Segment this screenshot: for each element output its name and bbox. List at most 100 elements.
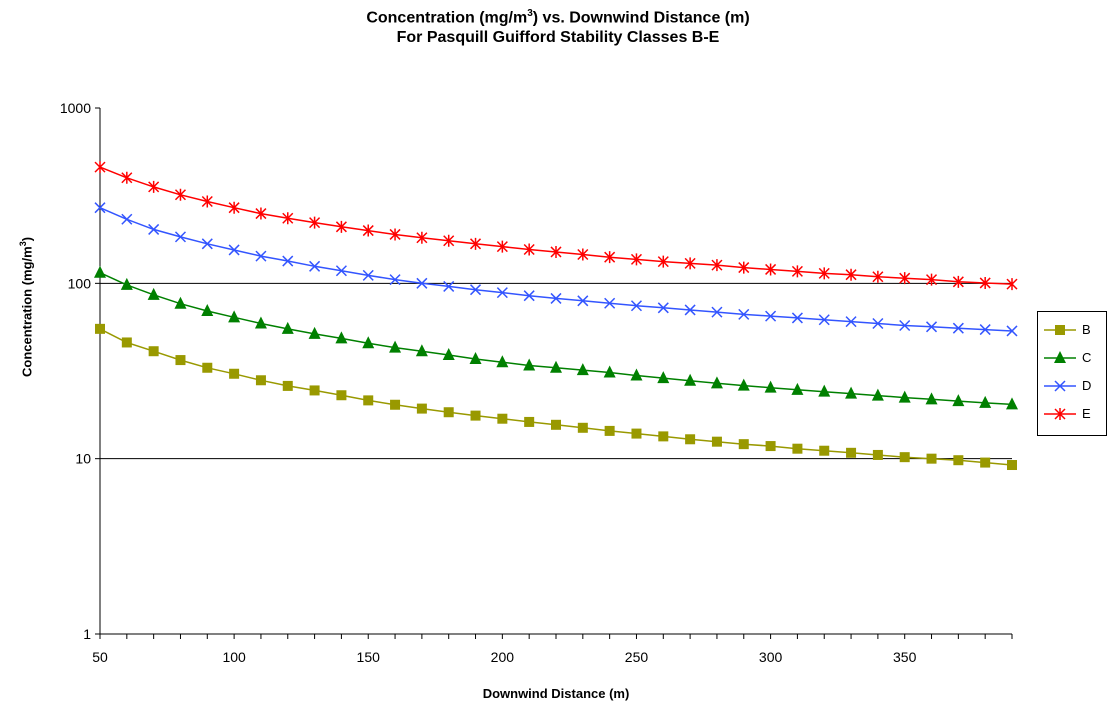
data-point-E — [765, 263, 777, 276]
y-tick-label: 1 — [83, 626, 91, 642]
data-point-C — [657, 371, 670, 384]
legend-label: C — [1082, 350, 1092, 365]
data-point-E — [657, 255, 669, 268]
data-point-B — [363, 395, 374, 406]
data-point-C — [576, 363, 589, 376]
data-point-C — [603, 365, 616, 378]
data-point-D — [899, 319, 911, 332]
data-point-B — [577, 422, 588, 433]
data-point-D — [657, 302, 669, 314]
data-point-D — [845, 316, 857, 328]
data-point-C — [898, 390, 911, 403]
data-point-C — [710, 376, 723, 389]
data-point-D — [309, 260, 321, 272]
data-point-E — [979, 276, 991, 289]
data-point-B — [121, 337, 132, 348]
data-point-C — [362, 336, 375, 349]
data-point-B — [336, 390, 347, 401]
data-point-D — [925, 321, 938, 333]
legend-label: B — [1082, 322, 1091, 337]
data-point-D — [416, 277, 428, 289]
series-line-E — [99, 166, 1013, 285]
data-point-E — [1006, 278, 1018, 291]
data-point-E — [496, 240, 508, 253]
data-point-B — [711, 436, 722, 447]
data-point-C — [684, 373, 697, 386]
data-point-B — [175, 355, 186, 366]
y-tick-label: 10 — [75, 451, 91, 467]
data-point-E — [791, 265, 803, 278]
data-point-D — [952, 322, 964, 334]
data-point-E — [228, 201, 240, 214]
data-point-D — [94, 202, 106, 214]
chart-subtitle: For Pasquill Guifford Stability Classes … — [396, 29, 720, 46]
data-point-B — [819, 445, 830, 456]
data-point-D — [738, 308, 750, 320]
data-point-E — [416, 231, 428, 244]
data-point-C — [550, 360, 562, 373]
data-point-C — [389, 340, 402, 353]
data-point-E — [630, 253, 643, 266]
legend-label: D — [1082, 378, 1092, 393]
legend-marker — [1054, 408, 1066, 420]
data-point-C — [1006, 397, 1018, 410]
x-tick-label: 350 — [893, 649, 917, 665]
data-point-D — [121, 213, 133, 225]
data-point-C — [737, 378, 750, 391]
series-E — [94, 161, 1018, 291]
data-point-D — [684, 304, 696, 316]
data-point-D — [443, 280, 455, 292]
data-point-B — [846, 447, 857, 458]
data-point-E — [577, 248, 589, 261]
data-point-C — [523, 358, 536, 371]
x-tick-label: 150 — [357, 649, 381, 665]
series-B — [95, 323, 1017, 471]
data-point-C — [952, 394, 965, 407]
data-point-B — [416, 403, 427, 414]
data-point-D — [496, 287, 508, 299]
x-tick-label: 50 — [92, 649, 108, 665]
data-point-C — [335, 331, 348, 344]
data-point-D — [765, 310, 777, 322]
data-point-C — [469, 352, 482, 365]
data-point-E — [174, 188, 187, 201]
data-point-E — [818, 267, 830, 280]
legend-item-D: D — [1038, 377, 1106, 395]
data-point-B — [765, 441, 776, 452]
data-point-E — [899, 272, 911, 285]
series-line-C — [99, 272, 1013, 406]
data-point-D — [228, 244, 240, 256]
data-point-B — [926, 453, 937, 464]
data-point-B — [497, 413, 508, 424]
legend-marker — [1055, 325, 1065, 335]
data-point-D — [630, 300, 643, 312]
data-point-B — [604, 425, 615, 436]
data-point-E — [94, 161, 106, 174]
data-point-C — [281, 321, 294, 334]
data-point-E — [255, 207, 267, 220]
data-point-D — [174, 231, 187, 243]
data-point-B — [229, 368, 240, 379]
data-point-C — [496, 355, 509, 368]
data-point-B — [953, 455, 964, 466]
series-C — [94, 265, 1018, 410]
legend-marker — [1054, 351, 1066, 363]
data-point-C — [925, 392, 938, 405]
data-point-C — [442, 348, 455, 361]
data-point-B — [685, 434, 696, 445]
data-point-D — [791, 312, 803, 324]
data-point-B — [470, 410, 481, 421]
data-point-B — [95, 323, 105, 334]
data-point-B — [792, 443, 803, 454]
data-point-B — [631, 428, 642, 439]
data-point-C — [871, 388, 884, 401]
y-tick-label: 1000 — [60, 100, 91, 116]
data-point-D — [872, 317, 884, 330]
data-point-E — [523, 243, 535, 256]
data-point-C — [845, 386, 858, 399]
legend-swatch-D — [1044, 380, 1076, 392]
data-point-D — [604, 297, 616, 309]
data-point-B — [872, 449, 883, 460]
data-point-D — [523, 290, 535, 302]
